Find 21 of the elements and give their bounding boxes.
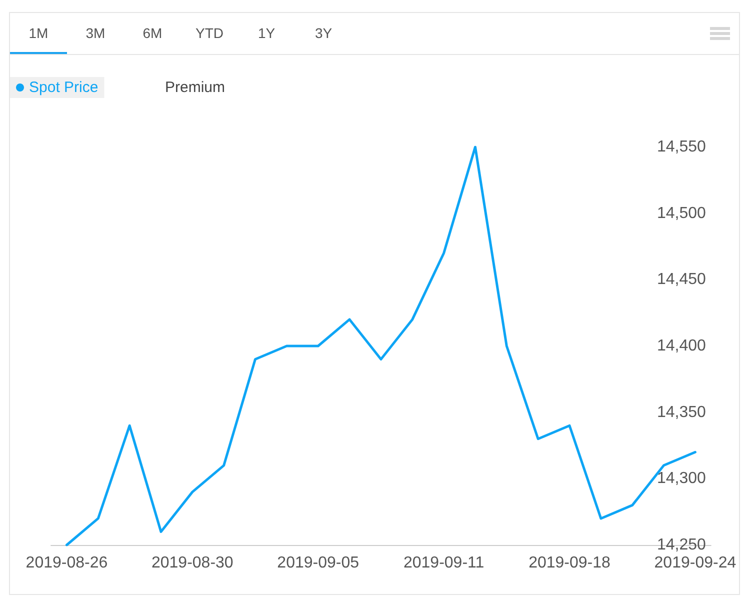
x-tick-label: 2019-09-11 <box>403 554 484 572</box>
y-tick-label: 14,400 <box>656 338 706 354</box>
text: 1Y <box>256 24 276 43</box>
y-tick-label: 14,300 <box>656 470 706 488</box>
y-tick-label: 14,450 <box>656 271 706 288</box>
x-tick-label: 2019-08-26 <box>26 554 108 572</box>
x-tick-label: 2019-09-24 <box>654 554 736 572</box>
y-tick-label: 14,500 <box>656 204 706 222</box>
text: 3Y <box>314 24 334 43</box>
text: 6M <box>142 24 164 43</box>
y-tick-label: 14,550 <box>656 138 706 156</box>
x-tick-label: 2019-09-18 <box>528 554 611 572</box>
y-tick-label: 14,250 <box>656 536 706 554</box>
text: Premium <box>165 79 226 96</box>
text: 1M <box>10 13 67 54</box>
y-tick-label: 14,350 <box>656 404 706 421</box>
x-tick-label: 2019-09-05 <box>277 554 360 572</box>
text: 3M <box>84 24 106 43</box>
text: YTD <box>194 24 224 43</box>
x-tick-label: 2019-08-30 <box>151 554 234 572</box>
legend-label: Spot Price <box>29 79 98 96</box>
